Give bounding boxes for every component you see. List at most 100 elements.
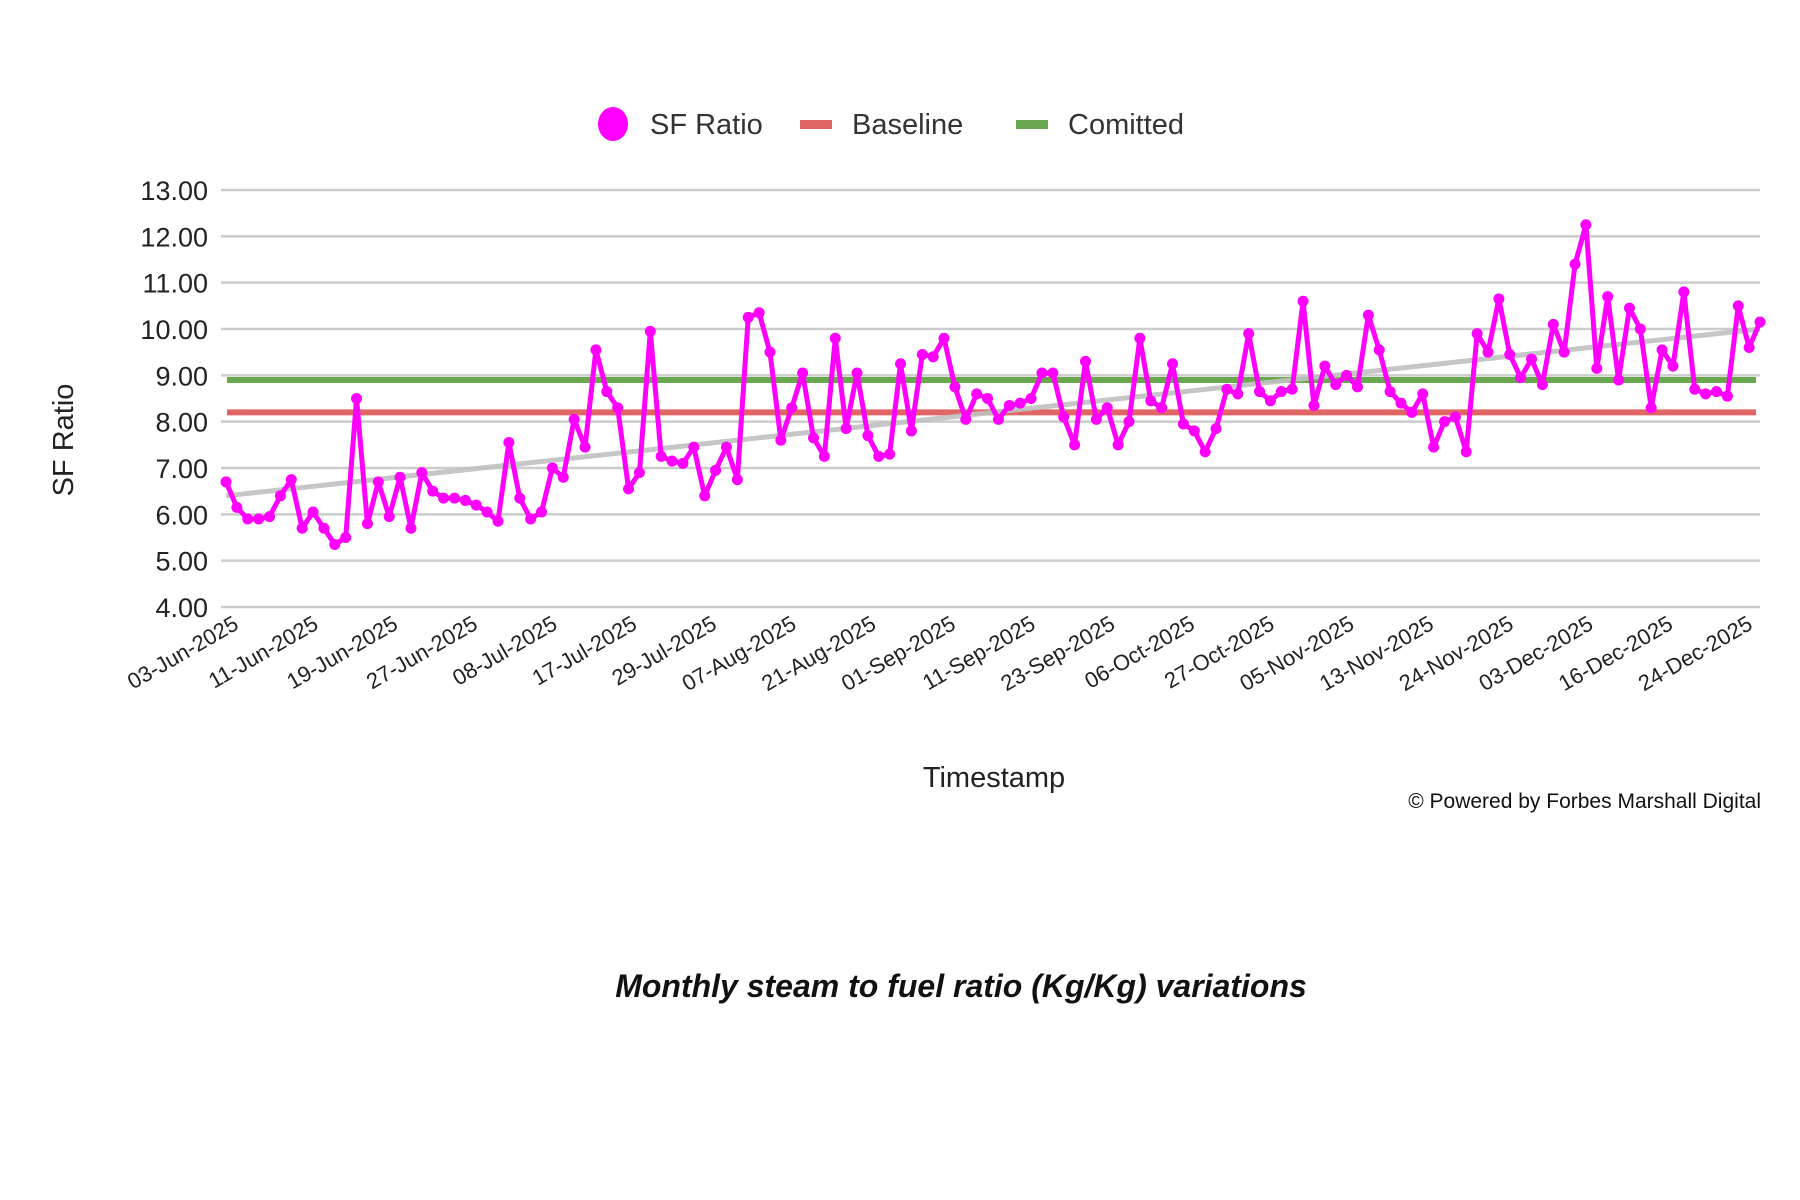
y-tick-label: 8.00 bbox=[155, 408, 208, 438]
legend-item-sf-ratio: SF Ratio bbox=[598, 107, 763, 141]
sf-ratio-point bbox=[764, 346, 776, 358]
sf-ratio-point bbox=[601, 386, 613, 398]
sf-ratio-point bbox=[1667, 360, 1679, 372]
y-tick-label: 13.00 bbox=[140, 176, 208, 206]
sf-ratio-point bbox=[1721, 390, 1733, 402]
sf-ratio-point bbox=[590, 344, 602, 356]
sf-ratio-point bbox=[753, 307, 765, 319]
sf-ratio-point bbox=[862, 430, 874, 442]
sf-ratio-point bbox=[1254, 386, 1266, 398]
sf-ratio-point bbox=[1090, 413, 1102, 425]
sf-ratio-point bbox=[982, 393, 994, 404]
sf-ratio-point bbox=[274, 490, 286, 502]
sf-ratio-point bbox=[720, 441, 732, 453]
sf-ratio-point bbox=[884, 448, 896, 460]
sf-ratio-point bbox=[1275, 386, 1287, 398]
sf-ratio-point bbox=[644, 325, 656, 337]
sf-ratio-point bbox=[1232, 388, 1244, 400]
sf-ratio-point bbox=[1145, 395, 1157, 407]
sf-ratio-point bbox=[470, 499, 482, 511]
sf-ratio-point bbox=[220, 476, 232, 488]
sf-ratio-point bbox=[895, 358, 907, 370]
legend-label: Comitted bbox=[1068, 109, 1184, 141]
sf-ratio-point bbox=[394, 471, 406, 483]
sf-ratio-point bbox=[264, 511, 276, 523]
sf-ratio-point bbox=[1569, 258, 1581, 270]
sf-ratio-point bbox=[851, 367, 863, 379]
sf-ratio-point bbox=[1526, 353, 1538, 365]
y-axis-title: SF Ratio bbox=[48, 384, 80, 497]
sf-ratio-point bbox=[797, 367, 809, 379]
sf-ratio-point bbox=[1428, 441, 1440, 453]
sf-ratio-point bbox=[1319, 360, 1331, 372]
sf-ratio-point bbox=[1656, 344, 1668, 356]
y-tick-label: 11.00 bbox=[142, 269, 208, 299]
sf-ratio-point bbox=[361, 518, 373, 530]
sf-ratio-point bbox=[1199, 446, 1211, 458]
sf-ratio-point bbox=[296, 522, 308, 534]
sf-ratio-series bbox=[220, 219, 1766, 550]
sf-ratio-point bbox=[840, 423, 852, 435]
sf-ratio-point bbox=[1417, 388, 1429, 400]
sf-ratio-point bbox=[1156, 402, 1168, 414]
sf-ratio-point bbox=[1395, 397, 1407, 409]
powered-by-footer: © Powered by Forbes Marshall Digital bbox=[1408, 790, 1761, 813]
sf-ratio-point bbox=[329, 538, 341, 550]
chart-caption: Monthly steam to fuel ratio (Kg/Kg) vari… bbox=[615, 968, 1307, 1004]
sf-ratio-point bbox=[612, 402, 624, 414]
sf-ratio-point bbox=[372, 476, 384, 488]
sf-ratio-point bbox=[1014, 397, 1026, 409]
sf-ratio-point bbox=[927, 351, 939, 363]
sf-ratio-point bbox=[710, 464, 722, 476]
sf-ratio-point bbox=[557, 471, 569, 483]
y-tick-label: 4.00 bbox=[155, 593, 208, 623]
sf-ratio-point bbox=[1591, 362, 1603, 374]
sf-ratio-point bbox=[242, 513, 254, 525]
sf-ratio-point bbox=[786, 402, 798, 414]
sf-ratio-point bbox=[438, 492, 450, 504]
x-axis-title: Timestamp bbox=[923, 762, 1065, 794]
legend-label: SF Ratio bbox=[650, 109, 763, 141]
sf-ratio-point bbox=[829, 332, 841, 344]
sf-ratio-point bbox=[253, 513, 265, 525]
sf-ratio-point bbox=[807, 432, 819, 444]
sf-ratio-point bbox=[1449, 411, 1461, 423]
y-axis-ticks: 13.00 12.00 11.00 10.00 9.00 8.00 7.00 6.00 5.00… bbox=[140, 176, 208, 623]
legend-item-baseline: Baseline bbox=[800, 109, 963, 141]
y-tick-label: 12.00 bbox=[140, 222, 208, 252]
sf-ratio-point bbox=[546, 462, 558, 474]
x-axis-ticks: 03-Jun-202511-Jun-202519-Jun-202527-Jun-… bbox=[123, 611, 1756, 696]
sf-ratio-point bbox=[633, 467, 645, 479]
sf-ratio-point bbox=[405, 522, 417, 534]
sf-ratio-point bbox=[1036, 367, 1048, 379]
sf-ratio-point bbox=[1678, 286, 1690, 298]
y-tick-label: 9.00 bbox=[155, 361, 208, 391]
y-tick-label: 10.00 bbox=[140, 315, 208, 345]
sf-ratio-point bbox=[1634, 323, 1646, 335]
sf-ratio-point bbox=[1482, 346, 1494, 358]
sf-ratio-point bbox=[1613, 374, 1625, 386]
sf-ratio-point bbox=[1743, 342, 1755, 354]
sf-ratio-point bbox=[1700, 388, 1712, 400]
sf-ratio-point bbox=[666, 455, 678, 467]
sf-ratio-point bbox=[960, 413, 972, 425]
sf-ratio-point bbox=[949, 381, 961, 393]
sf-ratio-point bbox=[1101, 402, 1113, 414]
sf-ratio-point bbox=[1547, 318, 1559, 330]
sf-ratio-point bbox=[1754, 316, 1766, 328]
sf-ratio-point bbox=[459, 494, 471, 506]
sf-ratio-point bbox=[1406, 406, 1418, 418]
sf-ratio-point bbox=[1645, 402, 1657, 414]
sf-ratio-point bbox=[1623, 302, 1635, 314]
sf-ratio-point bbox=[383, 511, 395, 523]
sf-ratio-point bbox=[1047, 367, 1059, 379]
sf-ratio-point bbox=[1308, 399, 1320, 411]
sf-ratio-point bbox=[503, 437, 515, 449]
sf-ratio-point bbox=[1710, 386, 1722, 398]
sf-ratio-point bbox=[416, 467, 428, 479]
y-tick-label: 6.00 bbox=[155, 500, 208, 530]
sf-ratio-point bbox=[1243, 328, 1255, 340]
sf-ratio-line bbox=[223, 222, 1763, 547]
sf-ratio-point bbox=[1471, 328, 1483, 340]
